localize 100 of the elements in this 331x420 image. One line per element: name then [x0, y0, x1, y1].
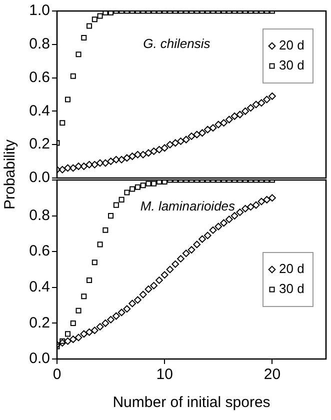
point [204, 232, 212, 240]
point [112, 312, 120, 320]
y-tick-label: 0.8 [29, 206, 50, 224]
point [70, 73, 76, 79]
point [172, 260, 180, 268]
annotation: M. laminarioides [140, 198, 236, 214]
point [220, 119, 228, 127]
point [246, 104, 254, 112]
y-tick-label: 1.0 [29, 2, 50, 20]
point [90, 160, 98, 168]
point [123, 154, 131, 162]
point [204, 126, 212, 134]
point [113, 202, 119, 208]
point [128, 300, 136, 308]
x-axis-title: Number of initial spores [112, 394, 270, 412]
point [80, 330, 88, 338]
point [268, 92, 276, 100]
point [230, 212, 238, 220]
point [108, 213, 114, 219]
point [177, 138, 184, 145]
point [177, 255, 184, 262]
point [209, 226, 217, 234]
point [76, 52, 82, 58]
point [81, 294, 87, 300]
point [150, 148, 158, 155]
point [134, 296, 142, 304]
point [134, 150, 142, 158]
point [236, 110, 244, 118]
point [198, 235, 206, 243]
y-tick-label: 0.4 [29, 278, 50, 296]
y-tick-label: 0.2 [29, 136, 50, 153]
point [69, 164, 77, 172]
point [76, 308, 82, 314]
point [69, 336, 77, 344]
point [86, 277, 92, 284]
legend-label: 30 d [279, 58, 304, 73]
point [96, 323, 104, 330]
point [74, 334, 82, 342]
point [90, 326, 98, 334]
point [86, 23, 92, 29]
point [182, 250, 190, 258]
point [160, 144, 168, 152]
point [193, 130, 201, 138]
point [268, 194, 276, 202]
point [128, 152, 136, 160]
point [182, 136, 190, 144]
point [214, 120, 222, 128]
point [65, 331, 71, 337]
point [112, 156, 120, 164]
point [263, 196, 271, 204]
point [58, 339, 66, 347]
point [144, 285, 152, 293]
point [139, 290, 147, 298]
point [102, 11, 108, 16]
y-tick-label: 0.6 [29, 242, 50, 260]
point [107, 158, 114, 165]
point [230, 112, 238, 120]
x-tick-label: 20 [264, 366, 281, 384]
legend-label: 20 d [279, 261, 304, 276]
point [242, 204, 249, 212]
point [258, 198, 266, 206]
point [146, 180, 152, 186]
point [60, 120, 66, 126]
point [102, 320, 110, 327]
point [64, 164, 72, 172]
x-tick-label: 0 [52, 366, 62, 384]
point [252, 201, 260, 209]
point [150, 282, 158, 290]
point [209, 124, 217, 132]
y-tick-label: 0.4 [29, 102, 50, 120]
point [96, 159, 104, 167]
point [102, 159, 110, 167]
point [86, 328, 93, 336]
point [58, 166, 66, 174]
point [151, 180, 157, 186]
annotation: G. chilensis [143, 36, 211, 52]
point [92, 16, 98, 22]
y-tick-label: 0.0 [29, 350, 50, 368]
point [172, 139, 180, 147]
point [81, 34, 87, 40]
point [160, 271, 168, 279]
y-tick-label: 0.2 [29, 314, 50, 332]
x-tick-label: 10 [156, 366, 173, 384]
point [188, 246, 196, 254]
point [70, 320, 76, 326]
point [220, 219, 228, 227]
point [193, 240, 201, 248]
point [140, 182, 146, 188]
point [130, 186, 136, 192]
point [102, 227, 108, 233]
point [263, 96, 271, 104]
point [225, 116, 233, 124]
point [118, 156, 126, 164]
point [108, 11, 114, 16]
point [188, 132, 196, 140]
point [64, 337, 72, 345]
point [246, 203, 254, 211]
point [242, 108, 249, 115]
point [214, 222, 222, 230]
point [166, 266, 174, 274]
